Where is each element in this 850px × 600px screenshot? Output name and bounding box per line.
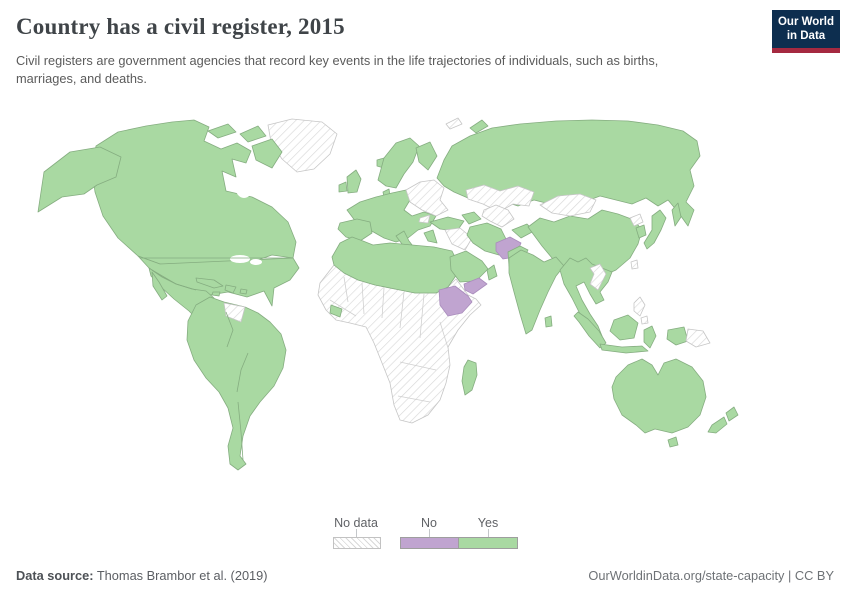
region-sumatra[interactable] xyxy=(573,311,607,349)
region-philippines2[interactable] xyxy=(640,315,649,325)
country-border-line xyxy=(329,299,357,317)
page-title: Country has a civil register, 2015 xyxy=(16,14,345,39)
owid-logo[interactable]: Our World in Data xyxy=(772,10,840,53)
country-border-line xyxy=(236,352,249,393)
region-hispaniola[interactable] xyxy=(224,284,237,294)
region-sri_lanka[interactable] xyxy=(544,315,553,328)
country-border-line xyxy=(439,321,449,349)
region-tasmania[interactable] xyxy=(667,436,679,448)
region-oman[interactable] xyxy=(486,264,498,281)
region-yemen[interactable] xyxy=(463,277,488,295)
region-svalbard[interactable] xyxy=(445,117,463,130)
region-north_korea[interactable] xyxy=(629,213,644,227)
country-border-line xyxy=(399,361,437,371)
region-taiwan[interactable] xyxy=(630,259,639,270)
data-source-text: Thomas Brambor et al. (2019) xyxy=(93,568,268,583)
region-india[interactable] xyxy=(508,249,565,335)
region-caucasus[interactable] xyxy=(461,211,482,225)
region-greece[interactable] xyxy=(423,229,438,244)
lake-shape xyxy=(230,255,250,263)
legend-swatch-no[interactable] xyxy=(400,537,458,549)
region-laos_cambodia[interactable] xyxy=(589,263,607,291)
owid-logo-line2: in Data xyxy=(786,30,826,43)
region-turkey[interactable] xyxy=(429,216,465,232)
region-saudi[interactable] xyxy=(449,250,489,283)
region-sakhalin[interactable] xyxy=(671,202,682,227)
country-border-line xyxy=(237,401,244,461)
legend-label-yes: Yes xyxy=(477,516,499,530)
country-border-line xyxy=(399,291,405,329)
region-baffin[interactable] xyxy=(251,138,283,169)
region-greenland[interactable] xyxy=(267,118,338,173)
region-scandinavia[interactable] xyxy=(377,137,420,189)
data-source-label: Data source: xyxy=(16,568,94,583)
page-subtitle: Civil registers are government agencies … xyxy=(16,53,659,87)
region-philippines[interactable] xyxy=(633,296,646,317)
legend-swatch-no-data[interactable] xyxy=(333,537,381,549)
region-nz_north[interactable] xyxy=(725,406,739,422)
country-border-line xyxy=(361,282,365,315)
attribution-link[interactable]: OurWorldinData.org/state-capacity | CC B… xyxy=(588,568,834,583)
region-west_new_guinea[interactable] xyxy=(666,326,689,346)
country-border-line xyxy=(381,287,385,319)
lake-shape xyxy=(250,259,262,265)
region-arctic_island1[interactable] xyxy=(207,123,237,139)
region-cuba[interactable] xyxy=(195,277,224,289)
country-border-line xyxy=(419,293,425,339)
legend-label-no-data: No data xyxy=(334,516,378,530)
region-iberia[interactable] xyxy=(337,218,373,242)
region-japan[interactable] xyxy=(643,209,667,250)
region-ireland[interactable] xyxy=(338,181,348,193)
region-finland[interactable] xyxy=(415,141,438,171)
region-kazakhstan[interactable] xyxy=(465,184,535,213)
legend-tick-no-data xyxy=(356,529,357,537)
country-border-line xyxy=(343,276,349,303)
region-png[interactable] xyxy=(685,328,711,348)
data-source-note: Data source: Thomas Brambor et al. (2019… xyxy=(16,568,268,583)
legend-tick-yes xyxy=(488,529,489,537)
country-border-line xyxy=(151,269,197,291)
lake-shape xyxy=(235,174,253,198)
region-ukraine_block[interactable] xyxy=(405,179,449,217)
region-australia[interactable] xyxy=(611,358,707,434)
region-arctic_island2[interactable] xyxy=(239,125,267,143)
region-nz_south[interactable] xyxy=(707,416,728,434)
region-ethiopia[interactable] xyxy=(438,285,473,317)
region-puerto_rico[interactable] xyxy=(239,288,248,295)
region-mongolia[interactable] xyxy=(539,193,597,217)
country-border-line xyxy=(225,311,234,348)
region-liberia[interactable] xyxy=(329,304,343,318)
region-uzbek_turkmen[interactable] xyxy=(481,204,515,228)
region-alaska[interactable] xyxy=(37,146,122,213)
region-balkan_patch[interactable] xyxy=(418,214,431,224)
region-guyanas[interactable] xyxy=(223,302,246,323)
region-novaya_zemlya[interactable] xyxy=(469,119,489,134)
region-java[interactable] xyxy=(599,343,649,354)
region-jamaica[interactable] xyxy=(211,291,221,297)
legend-tick-no xyxy=(429,529,430,537)
owid-logo-line1: Our World xyxy=(777,16,834,28)
legend-swatch-yes[interactable] xyxy=(458,537,518,549)
region-uk[interactable] xyxy=(346,169,362,194)
region-sulawesi[interactable] xyxy=(643,325,657,349)
region-syria_iraq[interactable] xyxy=(444,227,473,251)
region-south_america[interactable] xyxy=(186,296,287,471)
country-border-line xyxy=(397,395,431,403)
region-borneo[interactable] xyxy=(609,314,639,341)
legend-label-no: No xyxy=(421,516,437,530)
region-south_korea[interactable] xyxy=(635,224,647,239)
region-madagascar[interactable] xyxy=(461,359,478,396)
region-baja[interactable] xyxy=(151,271,168,301)
